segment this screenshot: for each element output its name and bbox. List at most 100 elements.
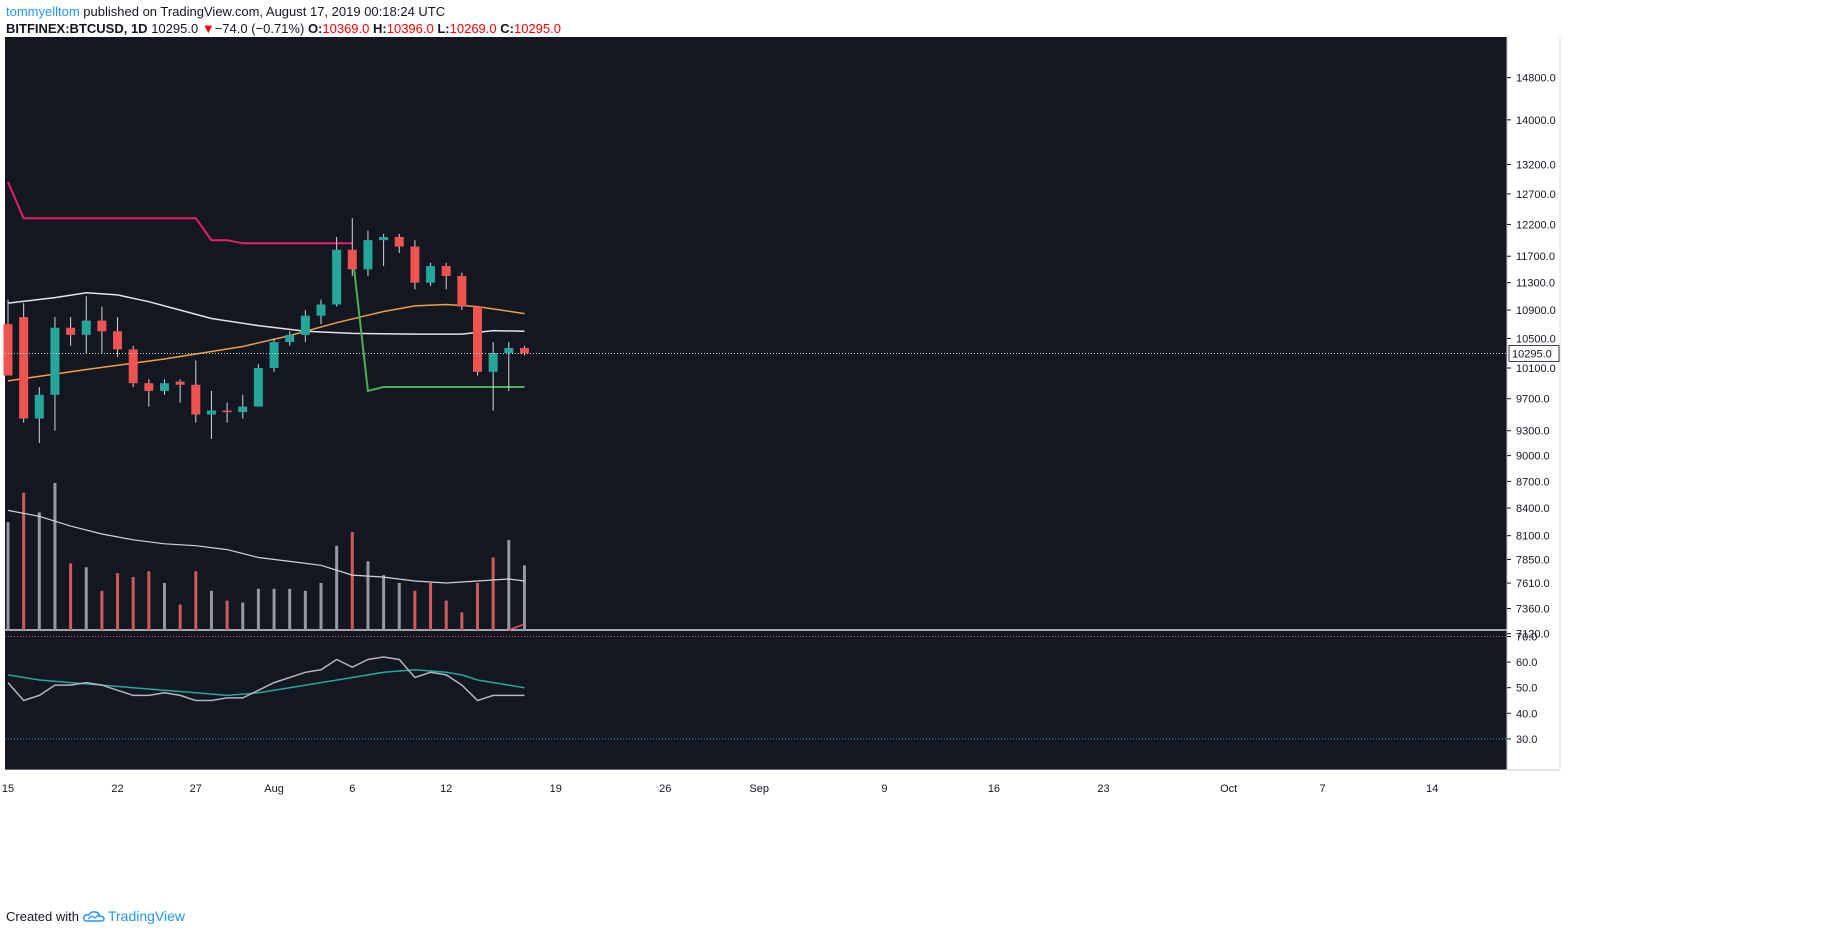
- candle-body: [144, 383, 154, 391]
- cloud-icon: [83, 911, 105, 922]
- candle-body: [394, 236, 404, 247]
- candle-body: [206, 410, 216, 415]
- down-arrow-icon: ▼: [201, 21, 215, 36]
- price-tick-label: 8400.0: [1516, 503, 1550, 515]
- candle-body: [488, 353, 498, 372]
- candle-body: [160, 383, 169, 391]
- price-tick-label: 12700.0: [1516, 189, 1556, 201]
- open-label: O:: [307, 21, 323, 36]
- high-value: 10396.0: [386, 21, 434, 36]
- candle-body: [128, 349, 138, 384]
- low-value: 10269.0: [449, 21, 497, 36]
- date-tick-label: Oct: [1220, 783, 1237, 795]
- price-tick-label: 11300.0: [1516, 278, 1555, 290]
- last-price-label: 10295.0: [1512, 348, 1552, 360]
- created-with-label: Created with: [6, 908, 79, 924]
- price-tick-label: 10100.0: [1516, 363, 1556, 375]
- candle-body: [347, 249, 357, 270]
- candle-body: [19, 317, 29, 419]
- candle-body: [316, 304, 326, 316]
- publish-info: tommyelltom published on TradingView.com…: [6, 4, 445, 19]
- upper-channel-line: [7, 181, 353, 245]
- candle-body: [81, 320, 91, 335]
- candle-body: [113, 331, 123, 350]
- candle-body: [426, 266, 436, 283]
- rsi-tick-label: 60.0: [1516, 657, 1537, 669]
- candle-body: [473, 306, 482, 372]
- candle-body: [253, 367, 263, 407]
- candle-body: [238, 406, 248, 413]
- date-tick-label: 22: [111, 783, 123, 795]
- candle-body: [50, 327, 60, 395]
- volume-red-line: [508, 623, 525, 631]
- price-tick-label: 9700.0: [1516, 394, 1550, 406]
- date-tick-label: 23: [1097, 783, 1109, 795]
- footer: Created with TradingView: [6, 908, 185, 924]
- tradingview-logo[interactable]: TradingView: [83, 908, 185, 924]
- white-ma-line: [7, 292, 525, 335]
- symbol-label: BITFINEX:BTCUSD, 1D: [6, 21, 148, 36]
- date-tick-label: 12: [440, 783, 452, 795]
- candle-body: [66, 327, 76, 335]
- candle-body: [457, 275, 467, 307]
- candle-body: [504, 348, 514, 354]
- candle-body: [379, 236, 389, 241]
- high-label: H:: [373, 21, 387, 36]
- price-tick-label: 7850.0: [1516, 555, 1550, 567]
- orange-ma-line: [7, 303, 525, 382]
- price-tick-label: 14800.0: [1516, 73, 1556, 85]
- candle-body: [363, 240, 373, 270]
- candle-body: [3, 324, 13, 376]
- rsi-tick-label: 70.0: [1516, 632, 1537, 644]
- price-tick-label: 9300.0: [1516, 426, 1550, 438]
- price-tick-label: 7360.0: [1516, 604, 1550, 616]
- date-tick-label: 15: [2, 783, 14, 795]
- ohlc-legend: BITFINEX:BTCUSD, 1D 10295.0 ▼−74.0 (−0.7…: [6, 21, 561, 36]
- rsi-line: [7, 656, 525, 702]
- price-tick-label: 10500.0: [1516, 333, 1556, 345]
- date-tick-label: 19: [550, 783, 562, 795]
- candle-body: [222, 410, 232, 413]
- candle-body: [441, 266, 451, 276]
- candle-body: [519, 348, 529, 354]
- candle-body: [191, 384, 201, 415]
- candle-body: [34, 394, 44, 419]
- price-tick-label: 8100.0: [1516, 531, 1550, 543]
- price-change: −74.0 (−0.71%): [214, 21, 305, 36]
- candle-body: [300, 315, 310, 335]
- close-label: C:: [500, 21, 514, 36]
- price-tick-label: 7610.0: [1516, 578, 1550, 590]
- volume-ma-line: [7, 509, 525, 584]
- candle-body: [269, 342, 279, 368]
- price-tick-label: 10900.0: [1516, 305, 1556, 317]
- rsi-tick-label: 50.0: [1516, 683, 1537, 695]
- candle-body: [285, 334, 295, 343]
- date-tick-label: 14: [1426, 783, 1438, 795]
- candle-body: [410, 246, 420, 283]
- chart-background: [5, 37, 1507, 770]
- time-axis-area: [5, 770, 1507, 798]
- price-tick-label: 12200.0: [1516, 219, 1556, 231]
- candle-body: [97, 320, 107, 332]
- last-price-badge: [1508, 345, 1560, 362]
- date-tick-label: 26: [659, 783, 671, 795]
- publish-text: published on TradingView.com, August 17,…: [79, 4, 446, 19]
- last-price: 10295.0: [151, 21, 199, 36]
- close-value: 10295.0: [513, 21, 561, 36]
- candle-body: [332, 249, 342, 305]
- lower-channel-line: [351, 252, 525, 393]
- date-tick-label: 27: [190, 783, 202, 795]
- price-tick-label: 11700.0: [1516, 251, 1555, 263]
- chart-svg[interactable]: 14800.0 14000.0 13200.0 12700.0 12200.0 11700…: [0, 0, 1828, 900]
- price-tick-label: 9000.0: [1516, 451, 1550, 463]
- price-tick-label: 13200.0: [1516, 160, 1556, 172]
- rsi-tick-label: 40.0: [1516, 708, 1537, 720]
- tradingview-brand: TradingView: [107, 908, 186, 924]
- rsi-tick-label: 30.0: [1516, 734, 1537, 746]
- date-tick-label: Sep: [749, 783, 769, 795]
- author-link[interactable]: tommyelltom: [6, 4, 80, 19]
- date-tick-label: 9: [881, 783, 887, 795]
- price-tick-label: 8700.0: [1516, 476, 1550, 488]
- date-tick-label: 6: [349, 783, 355, 795]
- low-label: L:: [437, 21, 450, 36]
